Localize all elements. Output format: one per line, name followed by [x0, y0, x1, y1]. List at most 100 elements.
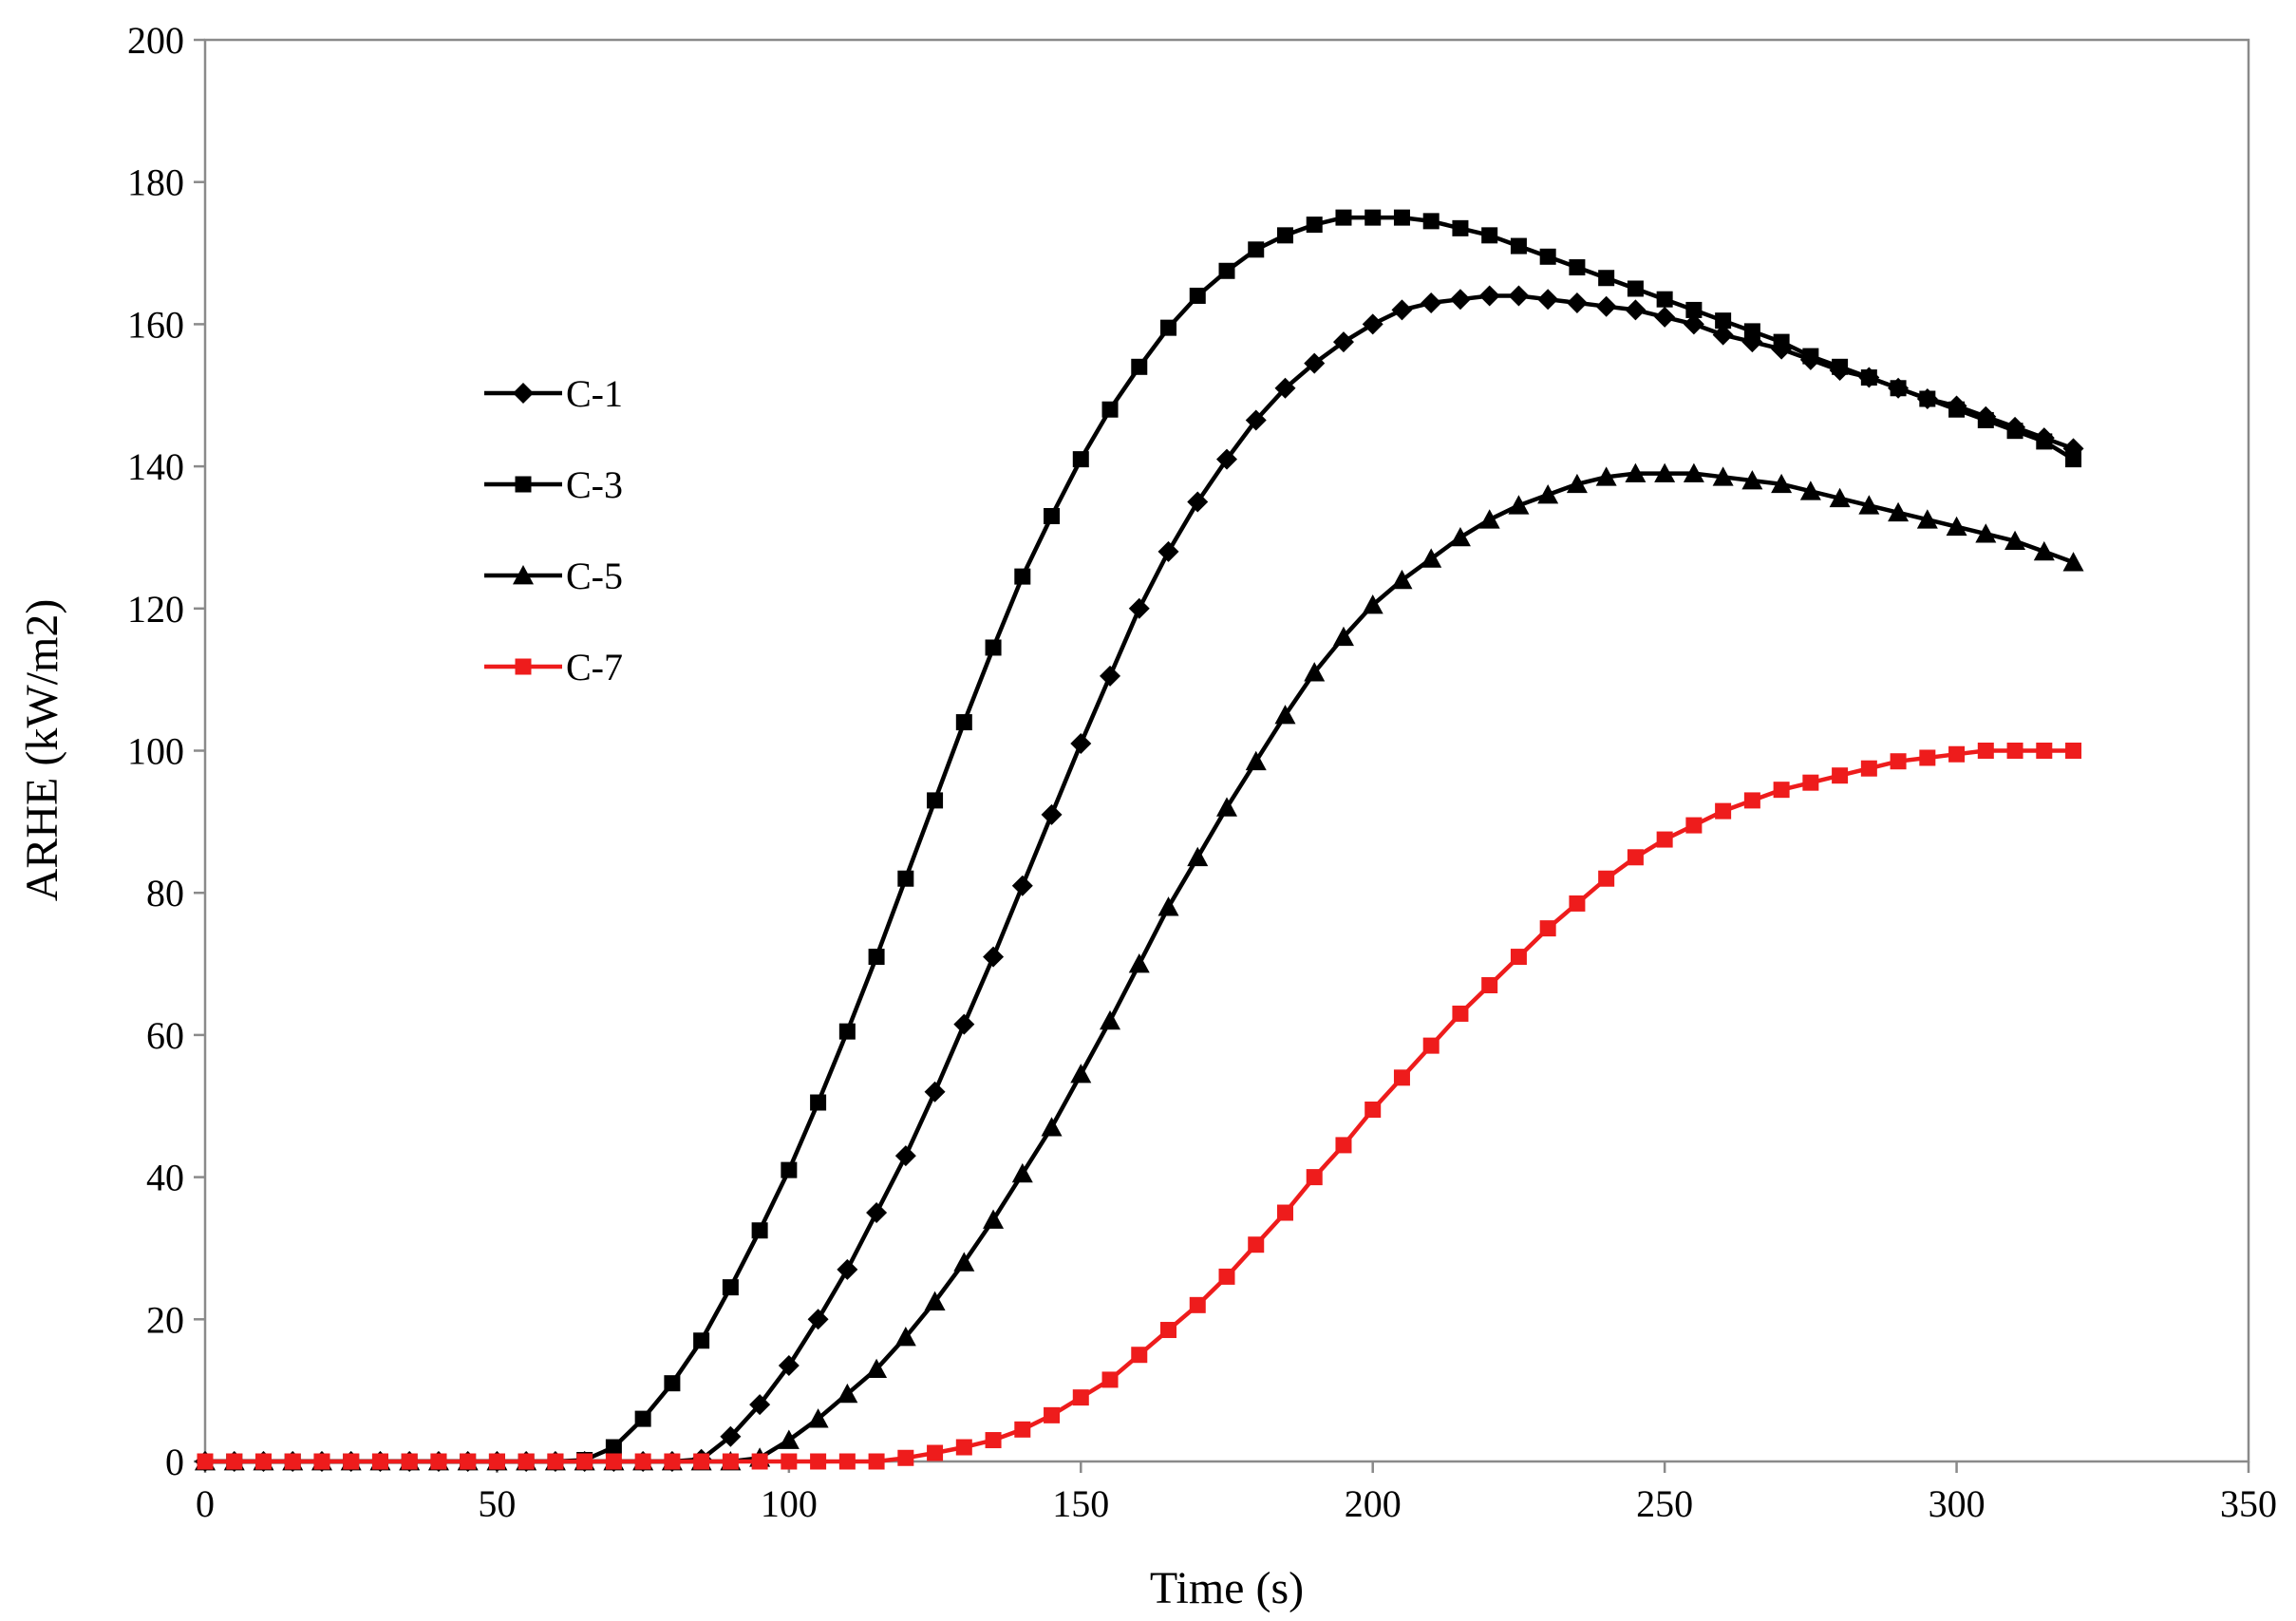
- data-point-c-5: [1100, 1009, 1121, 1030]
- data-point-c-3: [2065, 451, 2082, 468]
- data-point-c-5: [1683, 462, 1704, 482]
- y-tick-label: 120: [127, 588, 184, 631]
- data-point-c-7: [693, 1453, 710, 1470]
- data-point-c-7: [1977, 743, 1994, 759]
- data-point-c-5: [1274, 705, 1296, 725]
- data-point-c-7: [1481, 977, 1498, 994]
- data-point-c-7: [1510, 949, 1527, 966]
- x-tick-label: 200: [1345, 1482, 1402, 1525]
- data-point-c-1: [1478, 285, 1500, 307]
- data-point-c-3: [1948, 401, 1966, 418]
- data-point-c-1: [1332, 331, 1354, 353]
- data-point-c-7: [371, 1453, 388, 1470]
- data-point-c-5: [1391, 569, 1413, 590]
- data-point-c-7: [751, 1453, 768, 1470]
- data-point-c-1: [866, 1202, 888, 1224]
- data-point-c-3: [1832, 358, 1849, 375]
- data-point-c-1: [924, 1081, 946, 1103]
- data-point-c-7: [1393, 1069, 1410, 1086]
- data-point-c-5: [1011, 1162, 1033, 1183]
- data-point-c-1: [807, 1309, 829, 1330]
- data-point-c-7: [197, 1453, 214, 1470]
- data-point-c-7: [927, 1444, 944, 1461]
- data-point-c-3: [1919, 390, 1936, 407]
- data-point-c-7: [722, 1453, 739, 1470]
- x-tick-label: 250: [1636, 1482, 1693, 1525]
- data-point-c-3: [693, 1332, 710, 1349]
- data-point-c-7: [897, 1449, 914, 1466]
- data-point-c-7: [1014, 1421, 1031, 1438]
- data-point-c-5: [894, 1327, 916, 1347]
- data-point-c-7: [1569, 895, 1586, 912]
- legend-swatch-marker: [515, 658, 532, 675]
- data-point-c-7: [1539, 920, 1556, 937]
- data-point-c-7: [576, 1453, 593, 1470]
- data-point-c-3: [1014, 568, 1031, 585]
- data-point-c-7: [1306, 1169, 1323, 1186]
- data-point-c-7: [1189, 1296, 1206, 1313]
- x-axis: 0 50 100 150 200 250 300 350: [196, 1461, 2277, 1525]
- data-point-c-3: [1276, 227, 1293, 244]
- data-point-c-7: [1890, 753, 1907, 770]
- data-point-c-3: [1977, 411, 1994, 428]
- data-point-c-5: [1654, 462, 1676, 482]
- data-point-c-7: [1044, 1406, 1061, 1423]
- y-tick-label: 100: [127, 730, 184, 773]
- data-point-c-1: [1187, 491, 1209, 513]
- data-point-c-3: [927, 792, 944, 809]
- data-point-c-7: [343, 1453, 360, 1470]
- data-point-c-7: [313, 1453, 330, 1470]
- x-tick-label: 100: [761, 1482, 818, 1525]
- data-point-c-7: [254, 1453, 272, 1470]
- data-point-c-5: [1975, 523, 1997, 543]
- data-point-c-1: [1654, 306, 1676, 328]
- data-point-c-5: [953, 1252, 975, 1272]
- data-point-c-7: [1452, 1005, 1469, 1022]
- data-point-c-3: [1510, 237, 1527, 254]
- data-point-c-5: [2004, 530, 2026, 551]
- data-point-c-3: [1452, 219, 1469, 236]
- data-point-c-7: [664, 1453, 681, 1470]
- data-point-c-7: [1131, 1347, 1148, 1364]
- data-point-c-5: [1625, 462, 1647, 482]
- data-point-c-3: [2036, 433, 2053, 450]
- data-point-c-1: [1100, 665, 1121, 687]
- y-tick-label: 20: [146, 1298, 184, 1341]
- data-point-c-3: [1685, 301, 1703, 318]
- data-point-c-1: [1128, 597, 1150, 619]
- data-point-c-7: [430, 1453, 447, 1470]
- data-point-c-1: [894, 1145, 916, 1167]
- y-tick-label: 140: [127, 445, 184, 488]
- data-point-c-5: [837, 1383, 858, 1404]
- data-point-c-7: [284, 1453, 301, 1470]
- data-point-c-7: [1248, 1236, 1265, 1253]
- data-point-c-3: [1802, 348, 1819, 365]
- data-point-c-3: [1248, 241, 1265, 258]
- data-point-c-7: [226, 1453, 243, 1470]
- data-point-c-1: [720, 1425, 742, 1447]
- data-point-c-1: [983, 946, 1005, 968]
- data-point-c-1: [778, 1354, 800, 1376]
- data-point-c-3: [1539, 248, 1556, 265]
- data-point-c-1: [1245, 409, 1267, 431]
- y-tick-label: 160: [127, 303, 184, 346]
- data-point-c-3: [1306, 217, 1323, 234]
- data-point-c-1: [1449, 289, 1471, 311]
- data-point-c-1: [1566, 292, 1588, 313]
- legend-swatch-marker: [515, 476, 532, 493]
- legend-label: C-5: [566, 555, 623, 597]
- data-point-c-3: [955, 714, 972, 731]
- legend-label: C-7: [566, 646, 623, 688]
- data-point-c-7: [810, 1453, 827, 1470]
- data-point-c-5: [1858, 495, 1880, 515]
- data-point-c-5: [1245, 750, 1267, 771]
- data-point-c-3: [1773, 333, 1790, 350]
- data-point-c-5: [1478, 509, 1500, 529]
- data-point-c-5: [1566, 473, 1588, 494]
- y-tick-label: 0: [165, 1441, 184, 1483]
- data-point-c-3: [1072, 451, 1089, 468]
- data-point-c-5: [1537, 484, 1559, 504]
- data-point-c-5: [1157, 896, 1179, 916]
- data-point-c-3: [1044, 507, 1061, 524]
- data-point-c-7: [1715, 802, 1732, 820]
